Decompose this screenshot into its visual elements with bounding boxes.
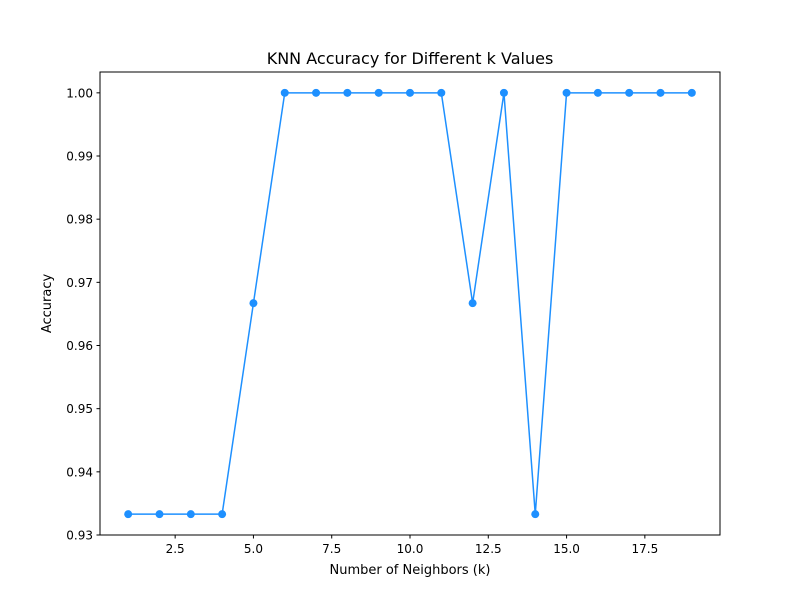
data-point-k-16 bbox=[593, 88, 602, 97]
data-point-k-9 bbox=[374, 88, 383, 97]
y-tick-label: 0.98 bbox=[66, 213, 93, 227]
x-tick-label: 17.5 bbox=[631, 542, 658, 556]
data-point-k-5 bbox=[249, 299, 258, 308]
y-tick-label: 0.94 bbox=[66, 465, 93, 479]
y-tick-label: 0.95 bbox=[66, 402, 93, 416]
x-tick-label: 7.5 bbox=[322, 542, 341, 556]
chart-title: KNN Accuracy for Different k Values bbox=[267, 49, 554, 68]
data-point-k-4 bbox=[218, 510, 227, 519]
data-point-k-14 bbox=[531, 510, 540, 519]
data-point-k-6 bbox=[280, 88, 289, 97]
y-tick-label: 0.97 bbox=[66, 276, 93, 290]
data-point-k-2 bbox=[155, 510, 164, 519]
axis-ticks: 2.5 5.0 7.5 10.0 12.5 15.0 17.5 0.93 0.94 0.95 0.9… bbox=[66, 86, 658, 556]
y-tick-label: 0.96 bbox=[66, 339, 93, 353]
x-tick-label: 12.5 bbox=[475, 542, 502, 556]
data-point-k-10 bbox=[406, 88, 414, 97]
y-axis-label: Accuracy bbox=[40, 274, 55, 334]
data-point-k-15 bbox=[562, 88, 571, 97]
data-point-k-12 bbox=[468, 299, 477, 308]
y-tick-label: 0.99 bbox=[66, 150, 93, 164]
data-point-k-18 bbox=[656, 88, 665, 97]
x-tick-label: 2.5 bbox=[166, 542, 185, 556]
data-point-k-3 bbox=[186, 510, 195, 519]
x-tick-label: 15.0 bbox=[553, 542, 580, 556]
x-axis-label: Number of Neighbors (k) bbox=[330, 563, 491, 578]
data-point-k-11 bbox=[437, 88, 446, 97]
data-point-k-17 bbox=[625, 88, 634, 97]
data-point-k-13 bbox=[499, 88, 508, 97]
data-point-k-7 bbox=[312, 88, 321, 97]
data-point-k-19 bbox=[687, 88, 696, 97]
data-point-k-1 bbox=[124, 510, 133, 519]
plot-area bbox=[124, 88, 696, 519]
data-point-k-8 bbox=[343, 88, 352, 97]
y-tick-label: 0.93 bbox=[66, 529, 93, 543]
x-tick-label: 5.0 bbox=[244, 542, 263, 556]
y-tick-label: 1.00 bbox=[66, 86, 93, 100]
x-tick-label: 10.0 bbox=[397, 542, 424, 556]
